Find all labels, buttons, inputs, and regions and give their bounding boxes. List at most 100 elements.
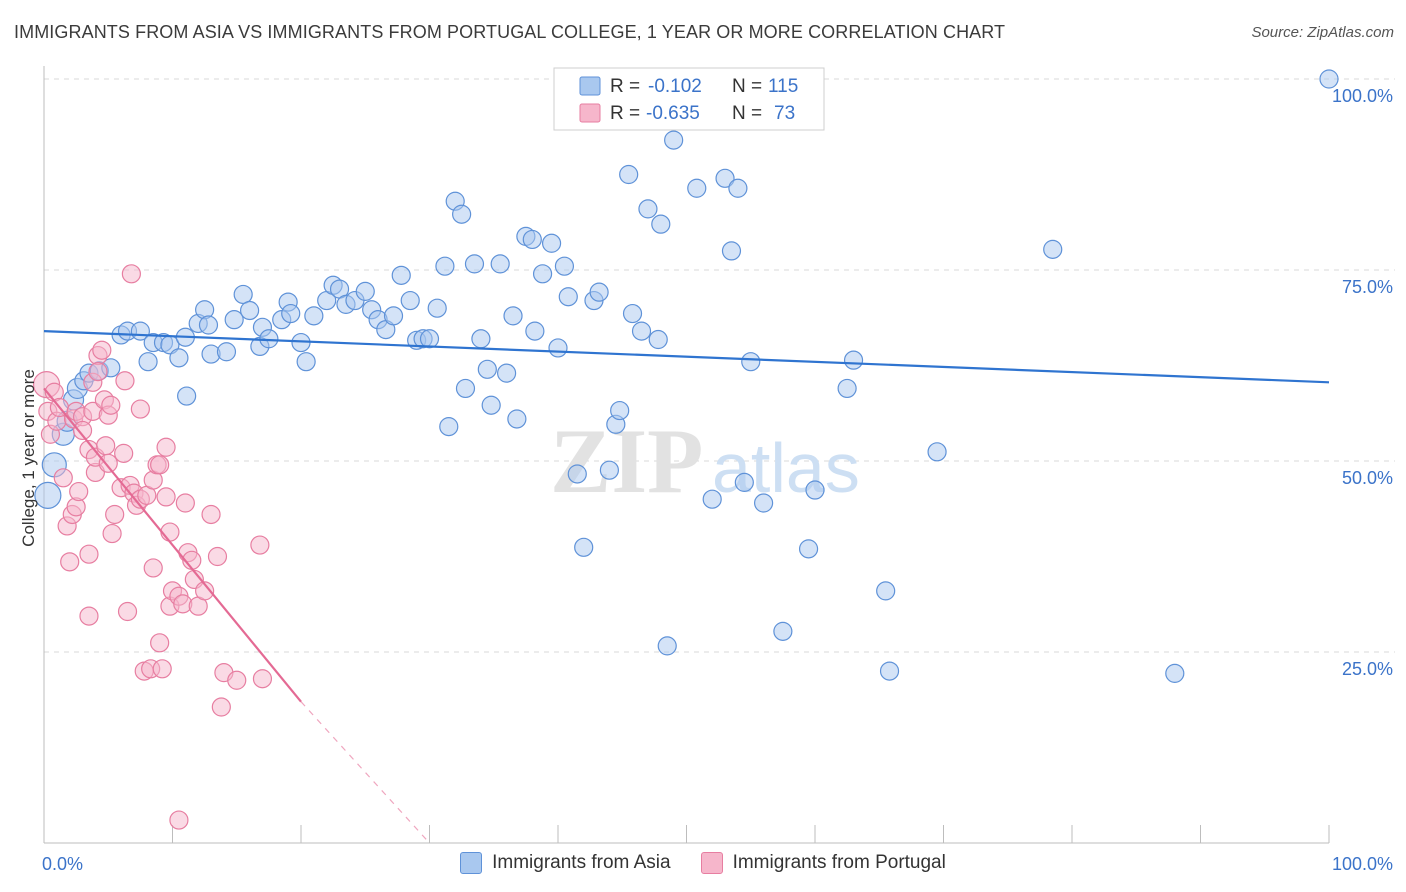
asia-point [138,352,158,372]
asia-point [391,265,411,285]
portugal-point [175,493,195,513]
portugal-point [160,522,180,542]
grid-lines [44,78,1395,653]
portugal-trend-line [43,387,302,703]
bottom-legend-asia[interactable]: Immigrants from Asia [460,852,671,874]
legend-portugal-r-value: -0.635 [646,103,700,124]
portugal-point [227,670,247,690]
legend-asia-r-value: -0.102 [648,76,702,97]
asia-point [567,464,587,484]
portugal-point [79,544,99,564]
legend-asia-n-label: N = [732,76,762,97]
portugal-point [69,481,89,502]
asia-point [610,400,630,421]
portugal-point [92,340,112,360]
x-tick-label: 100.0% [1332,854,1393,874]
asia-point [355,281,375,301]
asia-point [773,621,793,641]
asia-swatch [460,852,483,874]
asia-point [224,310,244,330]
portugal-point [79,606,99,626]
asia-point [631,321,652,341]
portugal-label: Immigrants from Portugal [732,852,946,873]
asia-point [419,329,440,349]
asia-point [837,378,857,399]
asia-point [497,363,517,383]
asia-point [741,352,761,372]
asia-point [400,290,420,311]
asia-point [198,315,219,335]
asia-point [477,359,497,379]
portugal-point [150,633,170,653]
portugal-trend-extension [300,701,430,844]
asia-point [532,264,553,284]
asia-point [622,303,643,324]
chart-title: IMMIGRANTS FROM ASIA VS IMMIGRANTS FROM … [14,22,1006,42]
portugal-point [207,546,228,567]
bottom-legend-portugal[interactable]: Immigrants from Portugal [700,852,946,874]
asia-point [452,204,472,224]
tick-labels: 25.0% 50.0% 75.0% 100.0% 0.0% 100.0% [42,86,1393,874]
legend-asia-n-value: 115 [768,76,798,97]
asia-point [657,636,677,656]
portugal-point [169,810,189,830]
portugal-point [105,504,125,525]
bottom-legend: Immigrants from Asia Immigrants from Por… [0,852,1406,874]
portugal-point [156,437,176,457]
x-tick-label: 0.0% [42,854,83,874]
legend-portugal-n-value: 73 [774,103,795,124]
asia-label: Immigrants from Asia [492,852,671,873]
asia-point [651,214,671,234]
asia-point [503,306,523,326]
asia-point [843,350,864,370]
portugal-point [143,558,163,578]
asia-point [296,352,316,372]
portugal-point [72,420,93,441]
asia-point [471,329,491,349]
asia-point [439,417,459,437]
portugal-point [152,659,172,679]
asia-point [805,480,825,500]
asia-point [927,442,947,462]
asia-point [619,164,639,185]
portugal-point [130,399,150,419]
asia-point [879,661,900,681]
portugal-point [101,395,121,415]
asia-point [548,338,568,358]
y-tick-label: 50.0% [1342,468,1393,488]
portugal-point [156,487,176,507]
asia-point [464,254,485,274]
asia-point [687,178,707,198]
asia-point [876,581,896,601]
asia-point [427,298,447,318]
asia-point [728,178,748,198]
asia-point [34,481,62,509]
asia-point [798,539,819,559]
asia-point [554,256,575,276]
asia-point [753,493,774,513]
portugal-point [96,436,116,456]
asia-point [664,130,684,150]
y-tick-label: 100.0% [1332,86,1393,106]
series-portugal-points [32,264,273,830]
asia-point [304,306,324,326]
asia-point [715,168,735,188]
portugal-point [195,581,215,601]
asia-point [435,256,455,276]
axes [43,66,1330,844]
series-asia-points [34,69,1339,683]
asia-point [702,489,722,509]
asia-point [525,321,545,341]
legend-box: R = -0.102 N = 115 R = -0.635 N = 73 [553,67,825,131]
asia-point [177,386,197,406]
asia-point [522,229,542,250]
legend-portugal-swatch [579,103,601,123]
asia-point [383,306,404,326]
asia-point [490,254,510,274]
watermark-zip: ZIP [550,410,703,512]
portugal-point [102,523,122,544]
portugal-point [98,453,118,473]
asia-point [1165,663,1185,683]
portugal-swatch [700,852,723,874]
